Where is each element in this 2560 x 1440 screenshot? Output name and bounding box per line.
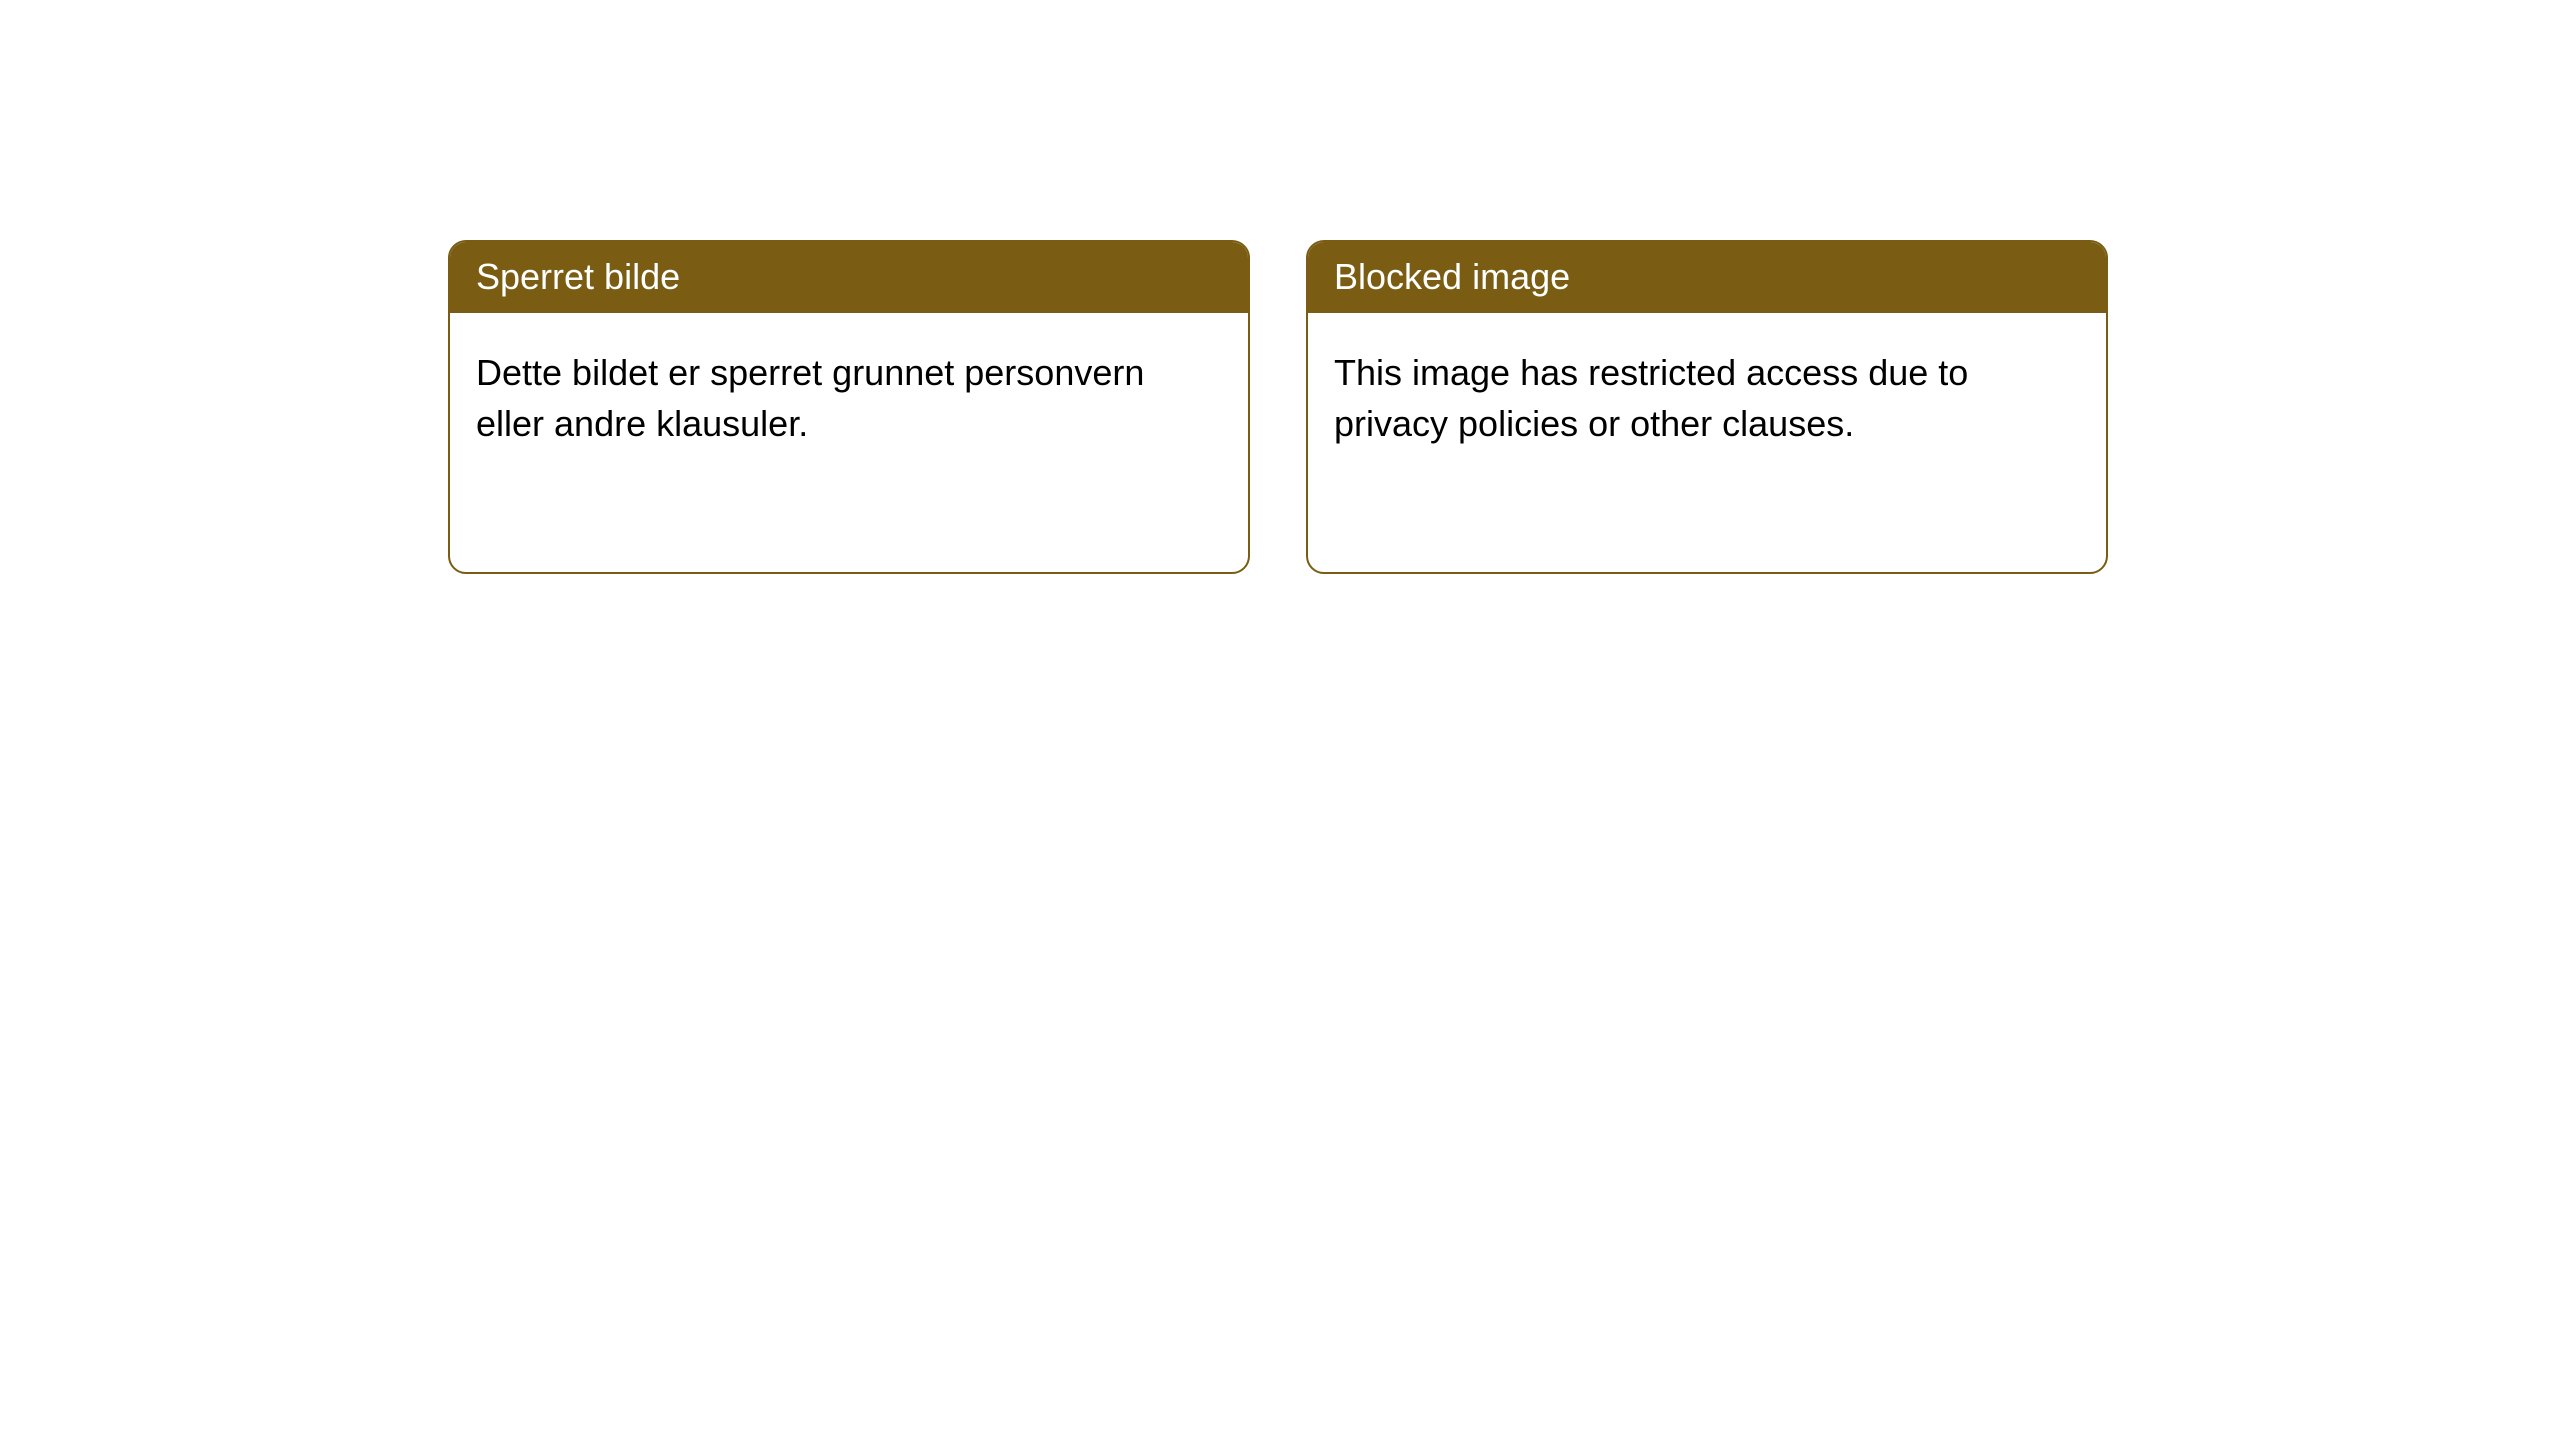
blocked-image-card-en: Blocked image This image has restricted … [1306,240,2108,574]
blocked-image-card-no: Sperret bilde Dette bildet er sperret gr… [448,240,1250,574]
card-header-en: Blocked image [1308,242,2106,313]
card-header-no: Sperret bilde [450,242,1248,313]
card-body-no: Dette bildet er sperret grunnet personve… [450,313,1248,483]
card-body-en: This image has restricted access due to … [1308,313,2106,483]
notice-cards-container: Sperret bilde Dette bildet er sperret gr… [0,0,2560,574]
